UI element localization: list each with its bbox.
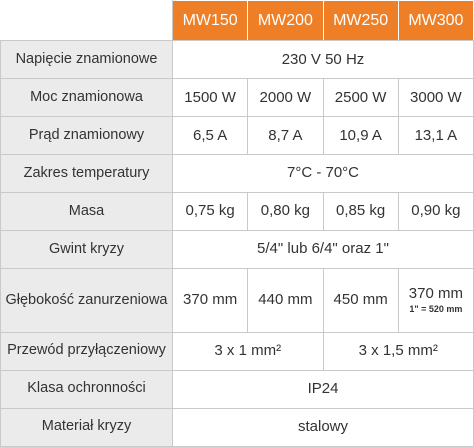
value-cell: 3 x 1,5 mm²	[322, 331, 474, 371]
value-cell: 13,1 A	[397, 116, 474, 156]
value-text: 370 mm	[408, 285, 463, 303]
value-cell: 0,90 kg	[397, 192, 474, 232]
value-cell: IP24	[172, 369, 474, 409]
value-cell: 7°C - 70°C	[172, 154, 474, 194]
row-label: Masa	[0, 192, 173, 232]
value-cell: 2500 W	[322, 78, 399, 118]
row-label: Prąd znamionowy	[0, 116, 173, 156]
spec-row: Gwint kryzy 5/4" lub 6/4" oraz 1"	[0, 230, 474, 270]
value-note: 1" = 520 mm	[409, 303, 463, 314]
value-cell: 6,5 A	[171, 116, 249, 156]
value-cell: stalowy	[172, 407, 474, 447]
row-label: Głębokość zanurzeniowa	[0, 268, 173, 333]
value-cell: 1500 W	[171, 78, 249, 118]
spec-row: Moc znamionowa 1500 W 2000 W 2500 W 3000 W	[0, 78, 474, 118]
row-label: Moc znamionowa	[0, 78, 173, 118]
row-label: Przewód przyłączeniowy	[0, 331, 173, 371]
header-row: MW150 MW200 MW250 MW300	[0, 0, 474, 42]
model-header: MW300	[397, 0, 474, 42]
row-label: Zakres temperatury	[0, 154, 173, 194]
spec-row: Masa 0,75 kg 0,80 kg 0,85 kg 0,90 kg	[0, 192, 474, 232]
spec-row: Przewód przyłączeniowy 3 x 1 mm² 3 x 1,5 m…	[0, 331, 474, 371]
model-header: MW250	[322, 0, 399, 42]
spec-row: Głębokość zanurzeniowa 370 mm 440 mm 450 mm…	[0, 268, 474, 333]
value-cell: 10,9 A	[322, 116, 399, 156]
spec-row: Prąd znamionowy 6,5 A 8,7 A 10,9 A 13,1 A	[0, 116, 474, 156]
row-label: Napięcie znamionowe	[0, 40, 173, 80]
spec-row: Klasa ochronności IP24	[0, 369, 474, 409]
value-cell: 0,80 kg	[247, 192, 324, 232]
model-header: MW200	[247, 0, 324, 42]
value-cell: 5/4" lub 6/4" oraz 1"	[172, 230, 474, 270]
value-cell: 230 V 50 Hz	[172, 40, 474, 80]
value-cell: 3000 W	[397, 78, 474, 118]
row-label: Materiał kryzy	[0, 407, 173, 447]
model-header: MW150	[171, 0, 249, 42]
row-label: Klasa ochronności	[0, 369, 173, 409]
value-cell: 3 x 1 mm²	[172, 331, 324, 371]
value-cell: 370 mm 1" = 520 mm	[397, 268, 474, 333]
spec-row: Napięcie znamionowe 230 V 50 Hz	[0, 40, 474, 80]
value-cell: 0,85 kg	[322, 192, 399, 232]
value-cell: 8,7 A	[247, 116, 324, 156]
spec-row: Zakres temperatury 7°C - 70°C	[0, 154, 474, 194]
corner-cell	[0, 0, 173, 42]
spec-row: Materiał kryzy stalowy	[0, 407, 474, 447]
value-cell: 450 mm	[322, 268, 399, 333]
value-cell: 0,75 kg	[171, 192, 249, 232]
value-cell: 440 mm	[247, 268, 324, 333]
value-cell: 2000 W	[247, 78, 324, 118]
value-cell: 370 mm	[171, 268, 249, 333]
row-label: Gwint kryzy	[0, 230, 173, 270]
